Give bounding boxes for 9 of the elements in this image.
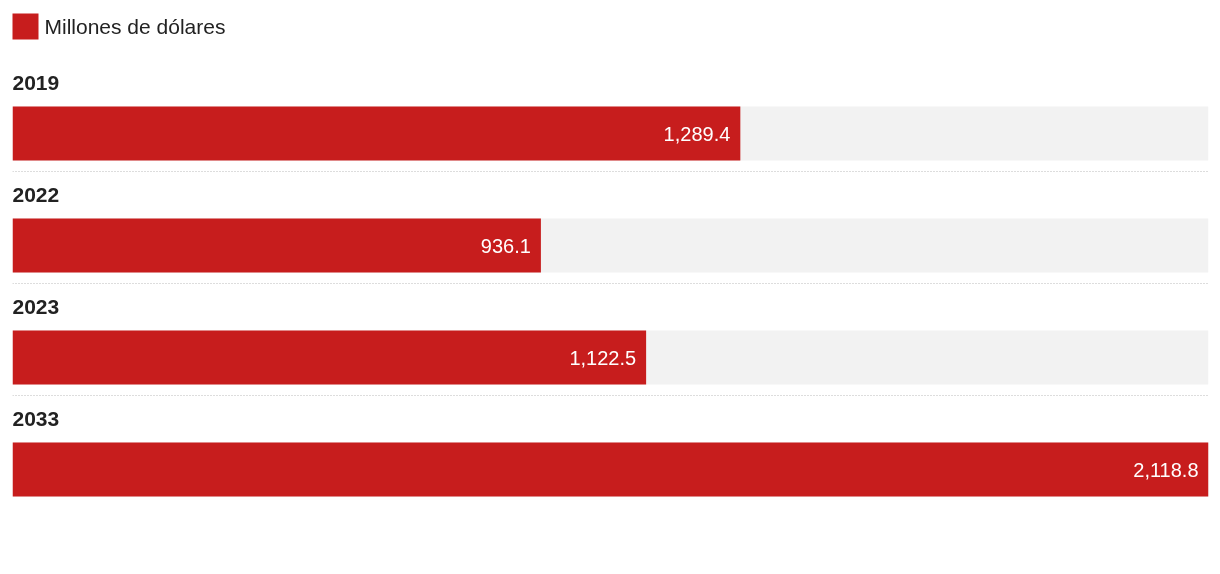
data-label: 2,118.8 xyxy=(1133,458,1199,481)
data-label: 936.1 xyxy=(480,234,531,257)
legend-label: Millones de dólares xyxy=(44,15,226,38)
y-tick-label: 2019 xyxy=(12,70,60,94)
y-tick-label: 2023 xyxy=(12,294,60,318)
y-tick-label: 2022 xyxy=(12,182,60,206)
data-label: 1,289.4 xyxy=(663,122,731,145)
data-label: 1,122.5 xyxy=(569,346,637,369)
y-tick-label: 2033 xyxy=(12,406,60,430)
